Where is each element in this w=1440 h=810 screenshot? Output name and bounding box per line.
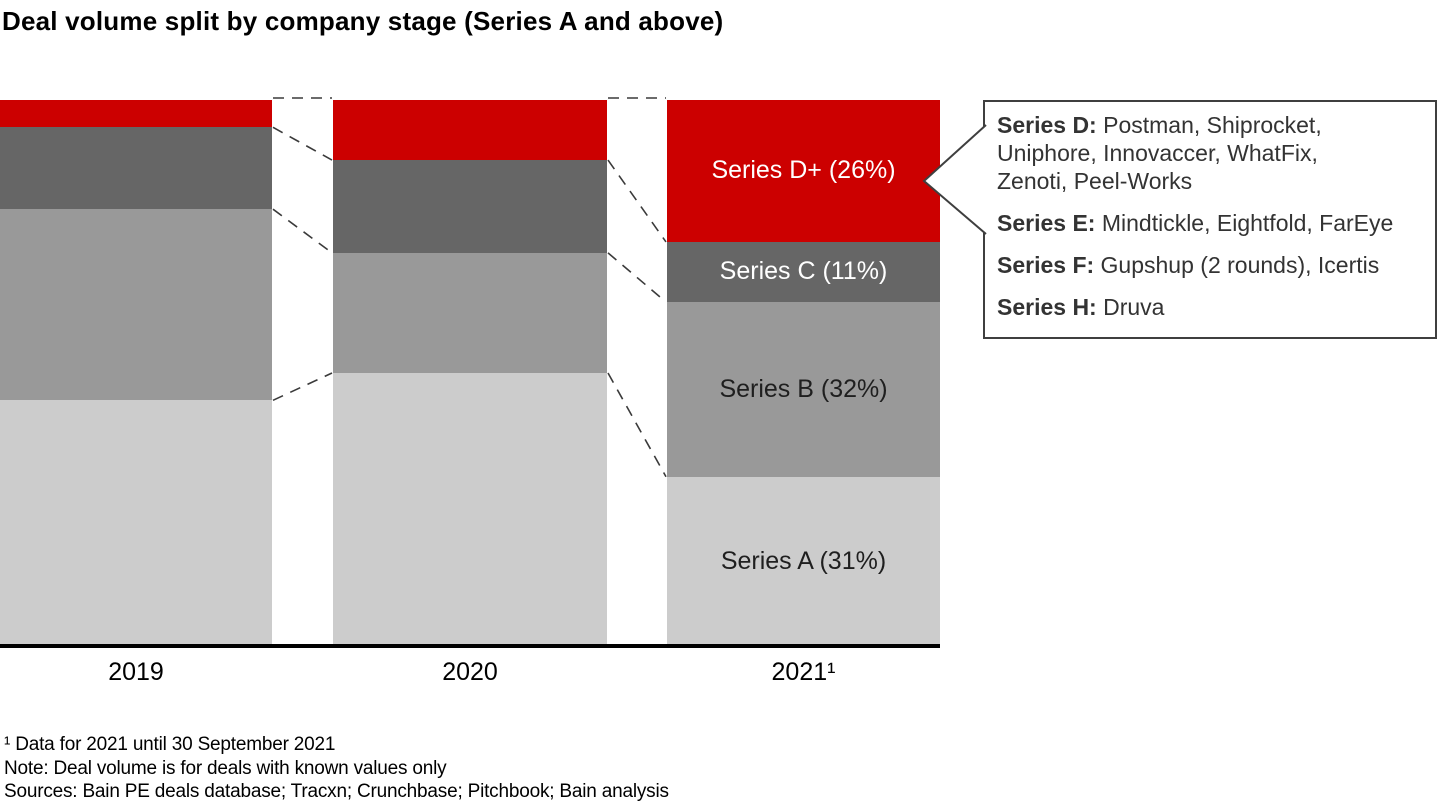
callout-entry-text: Druva: [1096, 294, 1165, 320]
callout-entry-label: Series F:: [997, 252, 1095, 278]
segment-series-c-2019: [0, 127, 272, 210]
x-axis-line: [0, 644, 940, 648]
callout-box: Series D: Postman, Shiprocket, Uniphore,…: [922, 100, 1437, 339]
segment-series-d--2021: Series D+ (26%): [667, 100, 940, 242]
segment-label: Series A (31%): [720, 546, 887, 575]
connector-line: [272, 126, 333, 161]
footnotes: ¹ Data for 2021 until 30 September 2021 …: [4, 733, 669, 804]
segment-series-d--2019: [0, 100, 272, 128]
callout-entry-label: Series D:: [997, 112, 1097, 138]
segment-series-b-2019: [0, 209, 272, 401]
segment-series-c-2020: [333, 160, 607, 253]
segment-label: Series D+ (26%): [711, 156, 896, 185]
segment-series-a-2019: [0, 400, 272, 646]
callout-entry-label: Series H:: [997, 294, 1097, 320]
callout-entry-text: Mindtickle, Eightfold, FarEye: [1095, 210, 1394, 236]
connector-line: [272, 208, 333, 254]
callout-entry-series-f: Series F: Gupshup (2 rounds), Icertis: [997, 251, 1431, 279]
x-axis-label-2020: 2020: [442, 658, 498, 686]
callout-entry-text: Gupshup (2 rounds), Icertis: [1094, 252, 1380, 278]
callout-entry-series-h: Series H: Druva: [997, 293, 1431, 321]
footnote-sources: Sources: Bain PE deals database; Tracxn;…: [4, 781, 669, 802]
callout-arrow-icon: [922, 124, 987, 235]
segment-label: Series B (32%): [719, 374, 888, 403]
connector-line: [607, 252, 667, 303]
connector-line: [607, 372, 667, 478]
connector-line: [607, 159, 667, 243]
segment-series-d--2020: [333, 100, 607, 161]
callout-entry-series-e: Series E: Mindtickle, Eightfold, FarEye: [997, 209, 1431, 237]
chart-title: Deal volume split by company stage (Seri…: [2, 6, 724, 36]
footnote-note: Note: Deal volume is for deals with know…: [4, 757, 447, 779]
callout-entry-text: Postman, Shiprocket, Uniphore, Innovacce…: [997, 112, 1322, 194]
segment-series-c-2021: Series C (11%): [667, 241, 940, 302]
segment-series-b-2020: [333, 252, 607, 373]
connector-line: [272, 372, 333, 402]
segment-series-b-2021: Series B (32%): [667, 302, 940, 477]
segment-label: Series C (11%): [719, 257, 888, 286]
x-axis-label-2021: 2021¹: [771, 658, 836, 686]
callout-entry-series-d: Series D: Postman, Shiprocket, Uniphore,…: [997, 111, 1431, 195]
segment-series-a-2021: Series A (31%): [667, 476, 940, 646]
footnote-data-period: ¹ Data for 2021 until 30 September 2021: [4, 734, 336, 755]
x-axis-label-2019: 2019: [108, 658, 164, 686]
callout-entry-label: Series E:: [997, 210, 1096, 236]
segment-series-a-2020: [333, 373, 607, 646]
